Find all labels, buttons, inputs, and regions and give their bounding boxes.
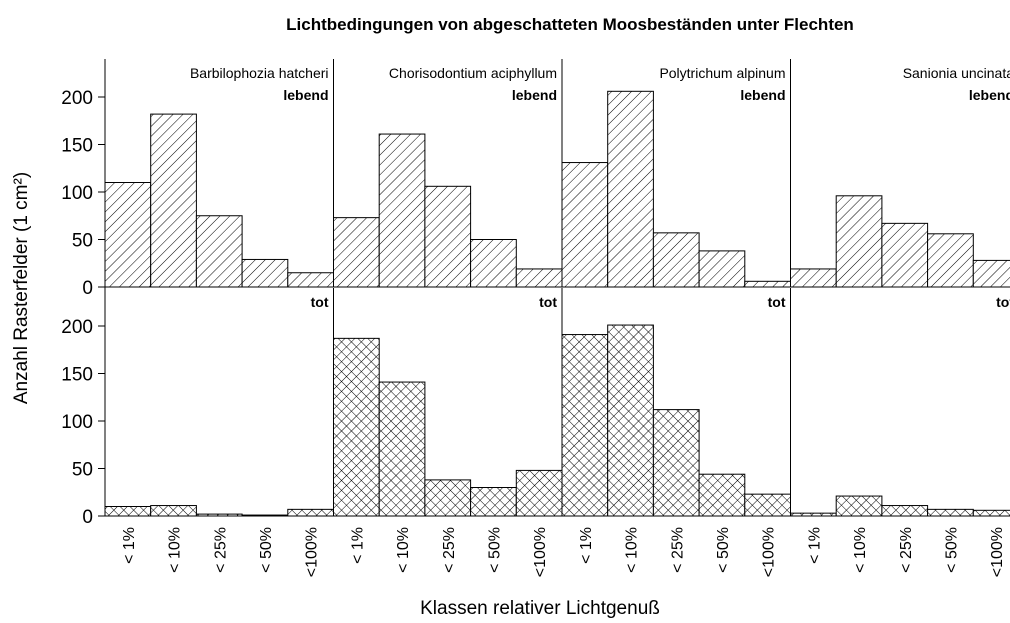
bar [470,487,517,517]
bar [561,162,609,288]
x-tick-label: < 1% [578,527,595,564]
bar [287,508,334,517]
row-label: tot [996,294,1010,310]
bar [881,222,929,288]
x-tick-label: <100% [304,527,321,577]
bar [835,195,883,288]
panel-title: Sanionia uncinata [903,65,1010,81]
bar [424,185,472,288]
bar [607,324,654,517]
bar [607,90,654,288]
y-tick-label: 200 [61,88,93,109]
bar [972,509,1010,517]
y-tick-label: 150 [61,365,93,386]
y-axis-label: Anzahl Rasterfelder (1 cm²) [11,172,32,404]
bar [698,250,746,288]
x-tick-label: < 50% [258,527,275,573]
row-label: lebend [740,87,785,103]
x-tick-label: < 1% [806,527,823,564]
bar [881,505,929,517]
x-tick-label: < 25% [212,527,229,573]
bar [424,479,472,517]
x-axis-label: Klassen relativer Lichtgenuß [420,598,660,619]
row-label: tot [539,294,557,310]
y-tick-label: 50 [72,231,93,252]
bar [561,334,609,517]
bar [333,217,380,288]
y-tick-label: 150 [61,136,93,157]
x-tick-label: < 50% [715,527,732,573]
bar [241,258,289,288]
row-label: lebend [512,87,557,103]
y-tick-label: 100 [61,412,93,433]
row-label: tot [311,294,329,310]
row-label: tot [768,294,786,310]
bar [378,381,426,517]
x-tick-label: < 25% [669,527,686,573]
bar [515,469,563,517]
x-tick-label: <100% [532,527,549,577]
bar [150,113,197,288]
y-tick-label: 50 [72,460,93,481]
panel-title: Barbilophozia hatcheri [190,65,329,81]
bar [150,505,197,517]
bar [744,280,791,288]
panel-title: Polytrichum alpinum [659,65,785,81]
y-tick-label: 0 [82,278,93,299]
bar [698,473,746,517]
bar [287,272,334,288]
bar [790,268,837,288]
panel-title: Chorisodontium aciphyllum [389,65,557,81]
bar [972,259,1010,288]
bar [927,233,974,288]
bar [927,508,974,517]
bar [104,506,152,517]
x-tick-label: < 25% [441,527,458,573]
x-tick-label: < 50% [943,527,960,573]
bar [744,493,791,517]
x-tick-label: < 1% [121,527,138,564]
bar [835,495,883,517]
x-tick-label: < 50% [486,527,503,573]
row-label: lebend [283,87,328,103]
row-label: lebend [969,87,1010,103]
chart-title: Lichtbedingungen von abgeschatteten Moos… [286,15,854,34]
x-tick-label: < 10% [395,527,412,573]
bar [470,239,517,288]
x-tick-label: <100% [761,527,778,577]
bar [652,409,700,517]
bar [515,268,563,288]
x-tick-label: < 10% [167,527,184,573]
bar [104,182,152,288]
bar [195,215,243,288]
y-tick-label: 200 [61,317,93,338]
bar [333,337,380,517]
y-tick-label: 0 [82,507,93,528]
x-tick-label: < 25% [898,527,915,573]
y-tick-label: 100 [61,183,93,204]
x-tick-label: < 10% [852,527,869,573]
bar [652,232,700,288]
bar [378,133,426,288]
x-tick-label: < 10% [624,527,641,573]
x-tick-label: < 1% [349,527,366,564]
x-tick-label: <100% [989,527,1006,577]
